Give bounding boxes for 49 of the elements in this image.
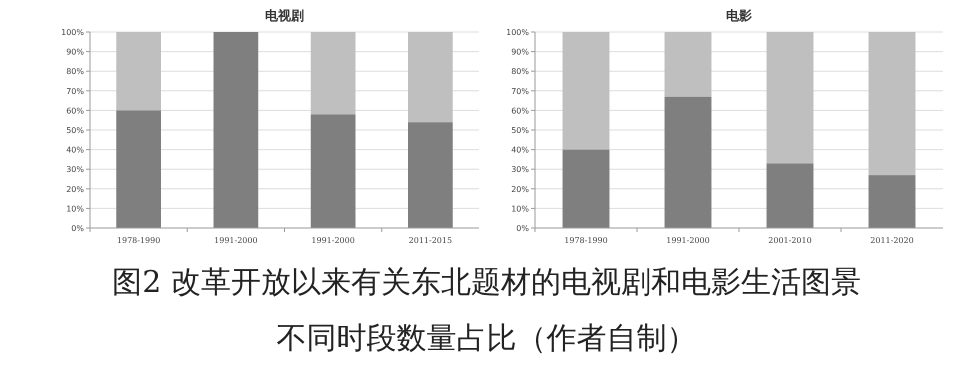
bar bbox=[214, 32, 258, 228]
bar bbox=[562, 32, 610, 150]
chart-title: 电影 bbox=[726, 9, 752, 24]
bar bbox=[310, 114, 356, 228]
caption: 图2 改革开放以来有关东北题材的电视剧和电影生活图景 bbox=[111, 264, 862, 302]
y-tick-label: 80% bbox=[66, 67, 84, 76]
y-tick-label: 100% bbox=[506, 28, 530, 37]
bar bbox=[116, 32, 161, 110]
bar bbox=[310, 32, 356, 114]
y-tick-label: 10% bbox=[66, 204, 84, 214]
x-tick-label: 2011-2020 bbox=[870, 236, 914, 245]
y-tick-label: 50% bbox=[511, 126, 530, 135]
y-tick-label: 0% bbox=[516, 224, 530, 233]
y-tick-label: 60% bbox=[66, 106, 84, 116]
bar bbox=[664, 96, 712, 228]
bar bbox=[408, 122, 453, 228]
x-tick-label: 2001-2010 bbox=[768, 236, 812, 245]
bar bbox=[766, 163, 814, 228]
bar bbox=[408, 32, 453, 122]
bar bbox=[116, 110, 161, 228]
bar bbox=[868, 32, 916, 176]
y-tick-label: 30% bbox=[66, 165, 84, 174]
x-tick-label: 1991-2000 bbox=[214, 236, 258, 245]
y-tick-label: 90% bbox=[511, 48, 530, 57]
y-tick-label: 20% bbox=[511, 184, 530, 194]
x-tick-label: 2011-2015 bbox=[408, 236, 452, 245]
y-tick-label: 50% bbox=[66, 126, 84, 135]
y-tick-label: 0% bbox=[71, 224, 84, 233]
y-tick-label: 30% bbox=[511, 165, 530, 174]
text: 不同时段数量占比（作者自制） bbox=[276, 320, 698, 358]
chart-title: 电视剧 bbox=[265, 8, 304, 24]
bar bbox=[562, 150, 610, 228]
y-tick-label: 40% bbox=[66, 146, 84, 155]
y-tick-label: 20% bbox=[66, 184, 84, 194]
x-tick-label: 1978-1990 bbox=[116, 236, 160, 245]
y-tick-label: 70% bbox=[511, 86, 530, 96]
x-tick-label: 1991-2000 bbox=[311, 236, 355, 245]
bar bbox=[868, 175, 916, 228]
y-tick-label: 100% bbox=[61, 28, 84, 37]
y-tick-label: 80% bbox=[511, 67, 530, 76]
x-tick-label: 1978-1990 bbox=[564, 236, 608, 245]
y-tick-label: 40% bbox=[511, 146, 530, 155]
x-tick-label: 1991-2000 bbox=[666, 236, 710, 245]
bar bbox=[766, 32, 814, 164]
y-tick-label: 70% bbox=[66, 86, 84, 96]
y-tick-label: 10% bbox=[511, 204, 530, 214]
y-tick-label: 90% bbox=[66, 48, 84, 57]
bar bbox=[664, 32, 712, 97]
y-tick-label: 60% bbox=[511, 106, 530, 116]
